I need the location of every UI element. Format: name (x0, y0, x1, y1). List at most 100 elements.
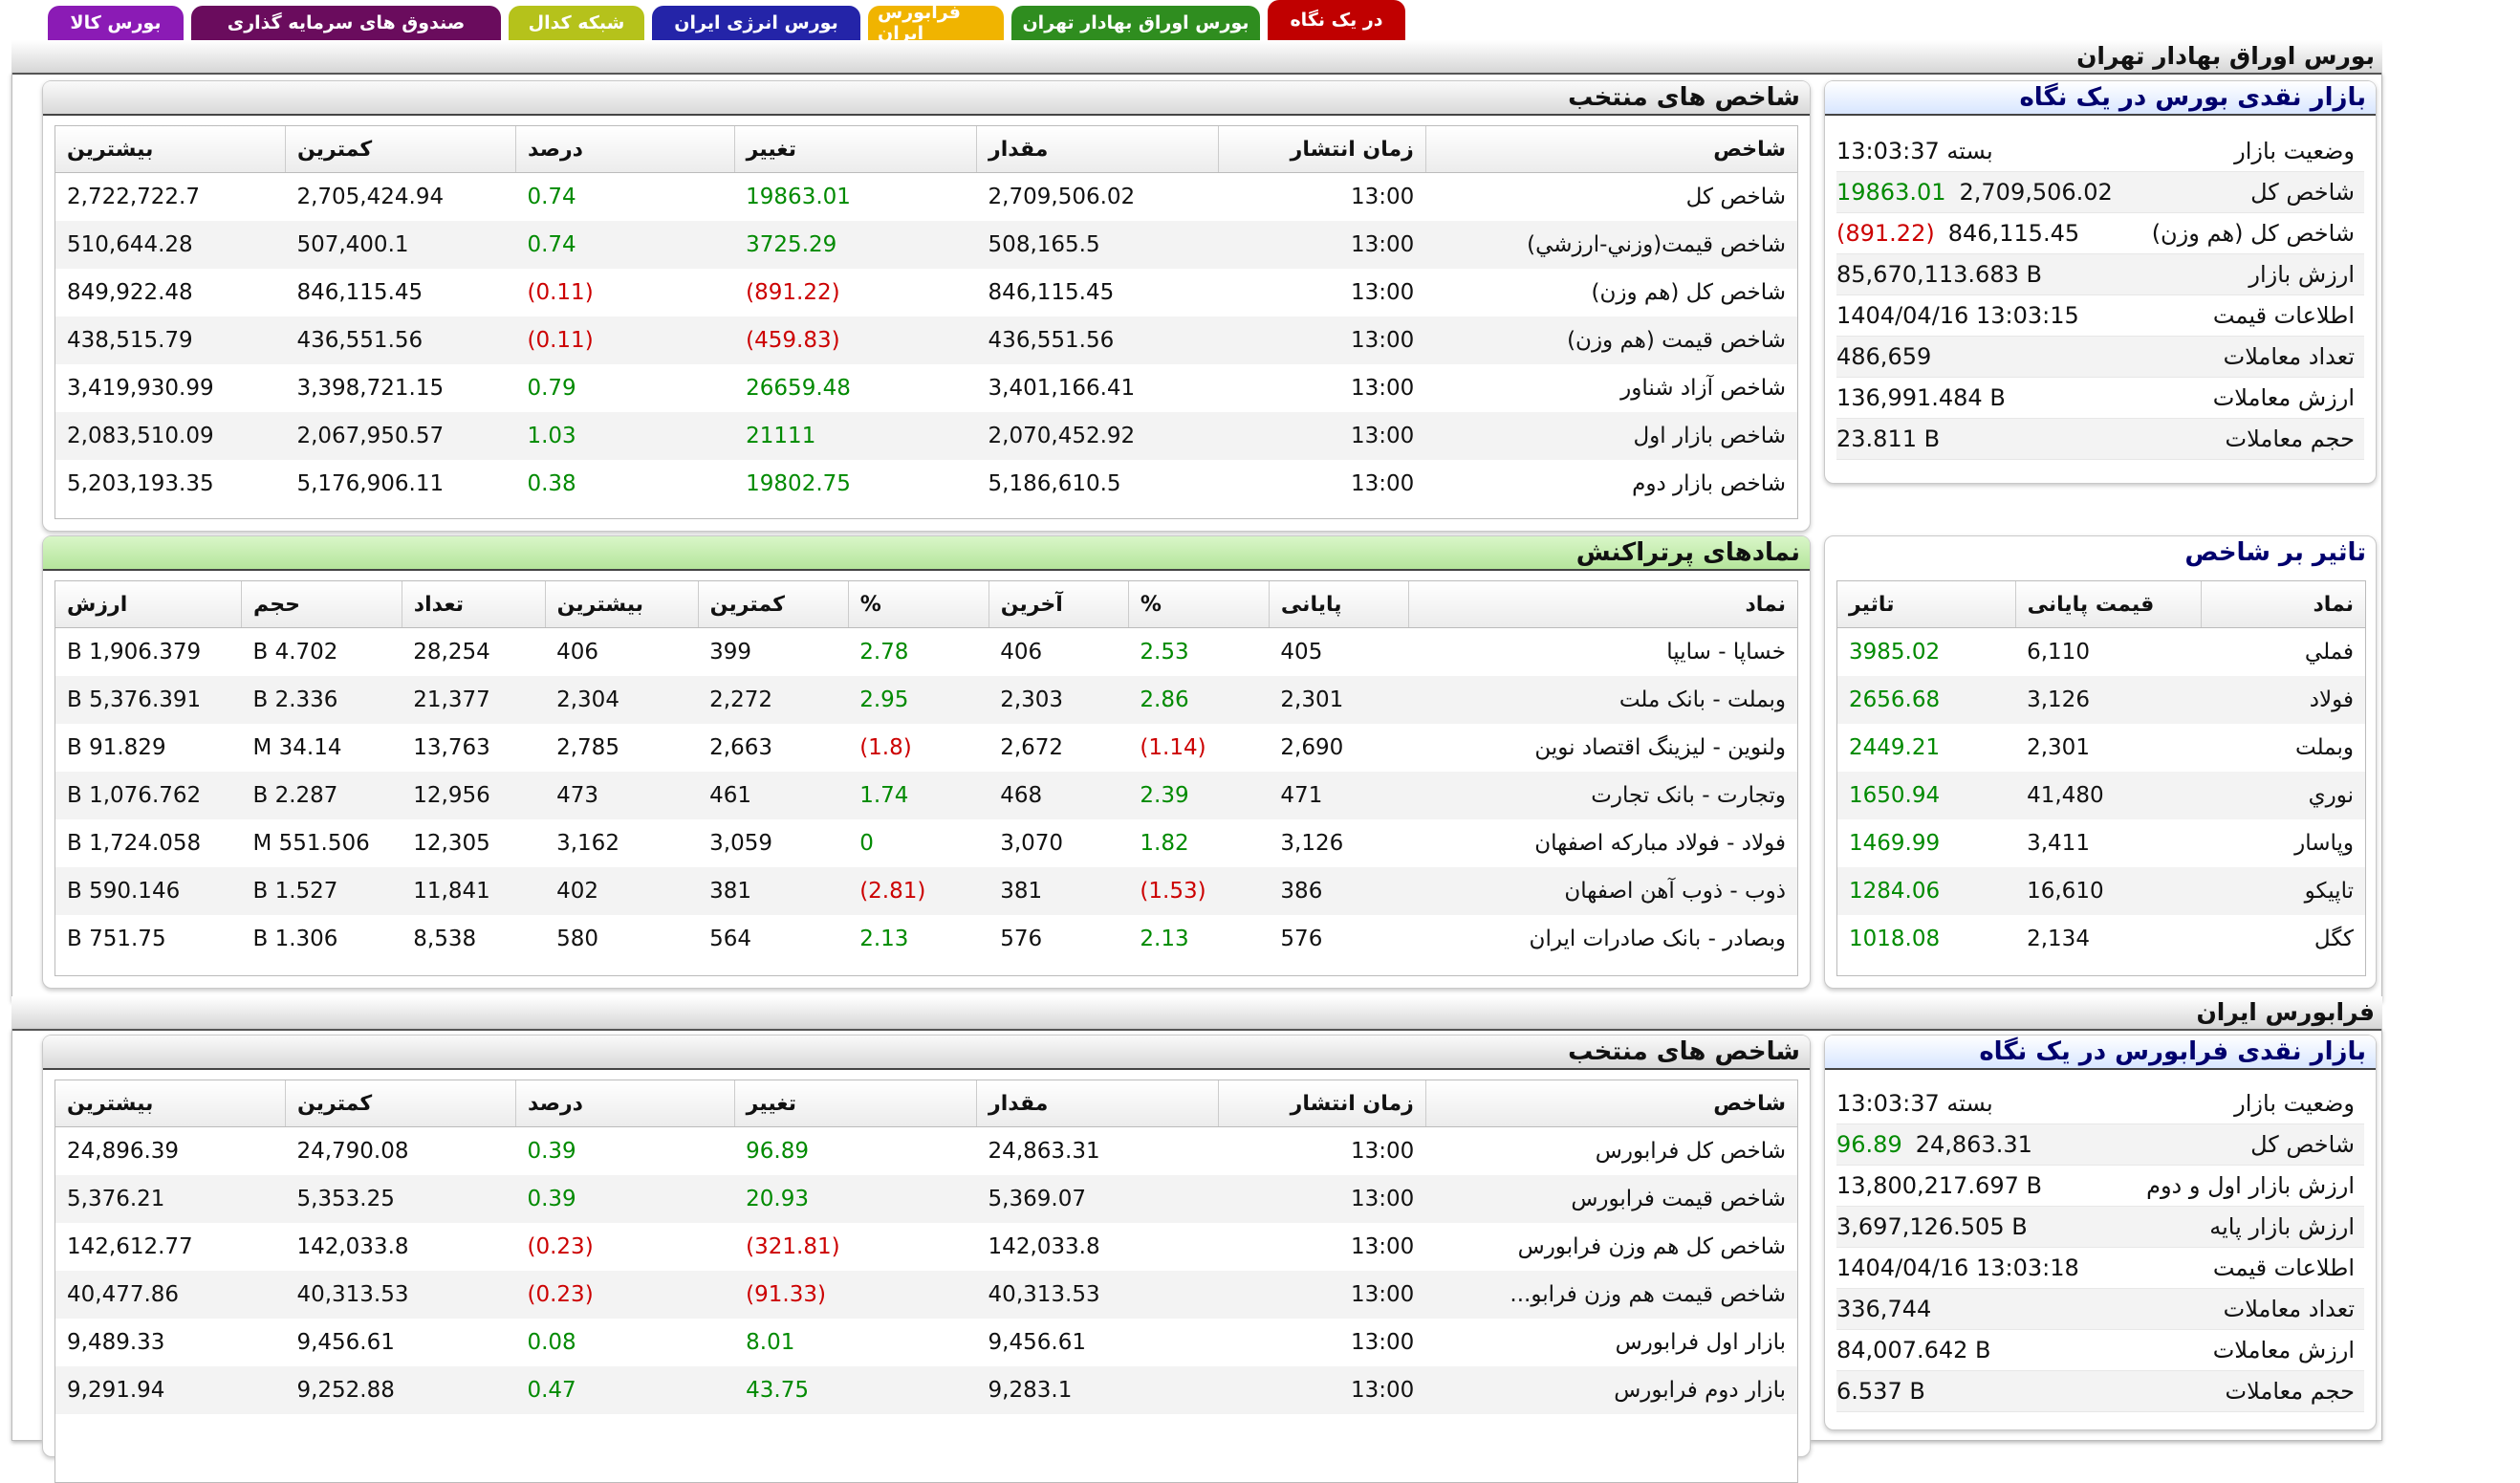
tse-indices-cell[interactable]: شاخص کل (1685, 185, 1786, 209)
table-row[interactable]: شاخص کل هم وزن فرابورس 13:00 142,033.8 (321… (55, 1223, 1797, 1271)
tse-glance-list: وضعیت بازار بسته 13:03:37 شاخص کل 19863.01 2… (1836, 131, 2364, 460)
tse-impact-cell: 1650.94 (1837, 772, 2016, 819)
tab-4[interactable]: شبکه کدال (509, 6, 644, 40)
tse-impact-cell[interactable]: كگل (2314, 927, 2354, 951)
summary-value-group: 1404/04/16 13:03:18 (1836, 1254, 2106, 1281)
table-row[interactable]: خساپا - سايپا 405 2.53 406 2.78 399 406 28,254 4… (55, 628, 1797, 677)
tse-active-cell: 28,254 (413, 640, 490, 665)
table-row[interactable]: شاخص بازار دوم 13:00 5,186,610.5 19802.75 0.… (55, 460, 1797, 508)
tse-active-cell[interactable]: خساپا - سايپا (1666, 640, 1786, 665)
tse-active-cell: 2,301 (1269, 676, 1409, 724)
tse-impact-cell[interactable]: وبملت (2294, 735, 2354, 760)
table-row[interactable]: وبملت - بانک ملت 2,301 2.86 2,303 2.95 2,272 2… (55, 676, 1797, 724)
tse-indices-cell[interactable]: شاخص قیمت(وزني-ارزشي) (1425, 221, 1797, 269)
ifb-indices-cell[interactable]: بازار دوم فرابورس (1425, 1366, 1797, 1414)
tse-impact-header: نماد (2201, 581, 2365, 628)
tse-indices-cell: 13:00 (1218, 221, 1426, 269)
table-row[interactable]: فولاد 3,126 2656.68 (1837, 676, 2365, 724)
table-row[interactable]: ذوب - ذوب آهن اصفهان 386 (1.53) 381 (2.81) 38… (55, 867, 1797, 915)
tab-3[interactable]: بورس انرژی ایران (652, 6, 860, 40)
summary-change: 96.89 (1836, 1131, 1902, 1158)
tse-active-cell: 11,841 (402, 867, 546, 915)
table-row[interactable]: وتجارت - بانک تجارت 471 2.39 468 1.74 461 473 1… (55, 772, 1797, 819)
tse-impact-cell[interactable]: فملي (2304, 640, 2354, 665)
summary-value: 136,991.484 B (1836, 384, 2006, 411)
ifb-indices-cell: 43.75 (734, 1366, 977, 1414)
tse-impact-cell[interactable]: فولاد (2201, 676, 2365, 724)
ifb-indices-cell[interactable]: شاخص قیمت فرابورس (1425, 1175, 1797, 1223)
table-row[interactable]: شاخص قیمت (هم وزن) 13:00 436,551.56 (459.83… (55, 316, 1797, 364)
tse-impact-cell: 3985.02 (1849, 640, 1941, 665)
tse-indices-cell: 5,203,193.35 (67, 471, 214, 496)
table-row[interactable]: شاخص قیمت فرابورس 13:00 5,369.07 20.93 0.39 5… (55, 1175, 1797, 1223)
table-row[interactable]: شاخص کل فرابورس 13:00 24,863.31 96.89 0.39 24… (55, 1127, 1797, 1176)
tab-6[interactable]: بورس کالا (48, 6, 184, 40)
tse-impact-header: تاثیر (1837, 581, 2016, 628)
tab-0[interactable]: در یک نگاه (1268, 0, 1405, 40)
ifb-indices-cell: 40,477.86 (55, 1271, 286, 1319)
ifb-section-title: فرابورس ایران (2196, 998, 2375, 1026)
tse-indices-cell[interactable]: شاخص بازار اول (1425, 412, 1797, 460)
summary-row: تعداد معاملات 486,659 (1836, 337, 2364, 378)
tab-5[interactable]: صندوق های سرمایه گذاری (191, 6, 501, 40)
tse-active-cell: (2.81) (848, 867, 989, 915)
tse-active-cell[interactable]: ذوب - ذوب آهن اصفهان (1408, 867, 1797, 915)
table-row[interactable]: كگل 2,134 1018.08 (1837, 915, 2365, 963)
table-row[interactable]: نوري 41,480 1650.94 (1837, 772, 2365, 819)
tse-active-cell: 3,059 (709, 831, 773, 856)
table-row[interactable]: شاخص آزاد شناور 13:00 3,401,166.41 26659.48… (55, 364, 1797, 412)
tse-indices-cell: 19863.01 (746, 185, 851, 209)
summary-row: اطلاعات قیمت 1404/04/16 13:03:18 (1836, 1248, 2364, 1289)
tse-impact-cell[interactable]: نوري (2201, 772, 2365, 819)
tse-indices-cell: 19802.75 (746, 471, 851, 496)
ifb-indices-cell[interactable]: بازار اول فرابورس (1615, 1330, 1786, 1355)
tse-impact-cell: 1469.99 (1849, 831, 1941, 856)
tse-indices-cell: (0.11) (515, 316, 735, 364)
tse-indices-cell: 846,115.45 (296, 280, 424, 305)
tse-indices-cell[interactable]: شاخص بازار دوم (1632, 471, 1786, 496)
tab-1[interactable]: بورس اوراق بهادار تهران (1011, 6, 1260, 40)
ifb-indices-cell[interactable]: شاخص کل هم وزن فرابورس (1517, 1234, 1786, 1259)
tse-impact-cell[interactable]: وپاسار (2294, 831, 2354, 856)
table-row[interactable]: وبملت 2,301 2449.21 (1837, 724, 2365, 772)
table-row[interactable]: شاخص کل 13:00 2,709,506.02 19863.01 0.74 2,70… (55, 173, 1797, 222)
table-row[interactable]: ولنوین - لیزینگ اقتصاد نوین 2,690 (1.14) 2,… (55, 724, 1797, 772)
tse-indices-cell: 2,067,950.57 (285, 412, 516, 460)
tse-active-cell[interactable]: وتجارت - بانک تجارت (1408, 772, 1797, 819)
table-row[interactable]: فملي 6,110 3985.02 (1837, 628, 2365, 677)
summary-label: شاخص کل (2250, 179, 2355, 206)
table-row[interactable]: تاپيكو 16,610 1284.06 (1837, 867, 2365, 915)
table-row[interactable]: وپاسار 3,411 1469.99 (1837, 819, 2365, 867)
tse-active-cell: 399 (709, 640, 752, 665)
tse-active-cell[interactable]: وبملت - بانک ملت (1408, 676, 1797, 724)
tse-indices-cell[interactable]: شاخص قیمت (هم وزن) (1425, 316, 1797, 364)
summary-value: 486,659 (1836, 343, 1932, 370)
tse-active-panel: نمادهای پرتراکنش نماد پایانی% آخرین% کمترین… (42, 535, 1811, 989)
ifb-indices-cell[interactable]: شاخص قیمت هم وزن فرابو... (1425, 1271, 1797, 1319)
table-row[interactable]: شاخص قیمت هم وزن فرابو... 13:00 40,313.53(… (55, 1271, 1797, 1319)
table-row[interactable]: فولاد - فولاد مبارکه اصفهان 3,126 1.82 3,07… (55, 819, 1797, 867)
table-row[interactable]: وبصادر - بانک صادرات ایران 576 2.13 576 2.13… (55, 915, 1797, 963)
tse-active-cell[interactable]: فولاد - فولاد مبارکه اصفهان (1534, 831, 1786, 856)
table-row[interactable]: بازار اول فرابورس 13:00 9,456.61 8.01 0.08 9,… (55, 1319, 1797, 1366)
tab-2[interactable]: فرابورس ایران (868, 2, 1004, 44)
tse-active-cell[interactable]: وبصادر - بانک صادرات ایران (1529, 927, 1786, 951)
tse-indices-cell[interactable]: شاخص آزاد شناور (1620, 376, 1786, 401)
tse-indices-cell: 3,398,721.15 (296, 376, 445, 401)
tse-impact-cell[interactable]: تاپيكو (2201, 867, 2365, 915)
tse-indices-cell: 13:00 (1350, 471, 1415, 496)
tse-indices-cell[interactable]: شاخص کل (هم وزن) (1591, 280, 1786, 305)
summary-value-group: 486,659 (1836, 343, 2106, 370)
tse-active-cell[interactable]: ولنوین - لیزینگ اقتصاد نوین (1534, 735, 1786, 760)
table-row[interactable]: بازار دوم فرابورس 13:00 9,283.1 43.75 0.47 9,… (55, 1366, 1797, 1414)
tse-indices-cell: 26659.48 (746, 376, 851, 401)
table-row[interactable]: شاخص کل (هم وزن) 13:00 846,115.45 (891.22) (… (55, 269, 1797, 316)
summary-row: تعداد معاملات 336,744 (1836, 1289, 2364, 1330)
table-row[interactable]: شاخص قیمت(وزني-ارزشي) 13:00 508,165.5 3725.… (55, 221, 1797, 269)
table-row[interactable]: شاخص بازار اول 13:00 2,070,452.92 21111 1.03… (55, 412, 1797, 460)
tse-active-header: حجم (241, 581, 402, 628)
ifb-indices-cell: 8.01 (746, 1330, 795, 1355)
ifb-indices-cell[interactable]: شاخص کل فرابورس (1595, 1139, 1786, 1164)
ifb-indices-cell: 5,369.07 (976, 1175, 1219, 1223)
ifb-indices-cell: 9,489.33 (67, 1330, 165, 1355)
